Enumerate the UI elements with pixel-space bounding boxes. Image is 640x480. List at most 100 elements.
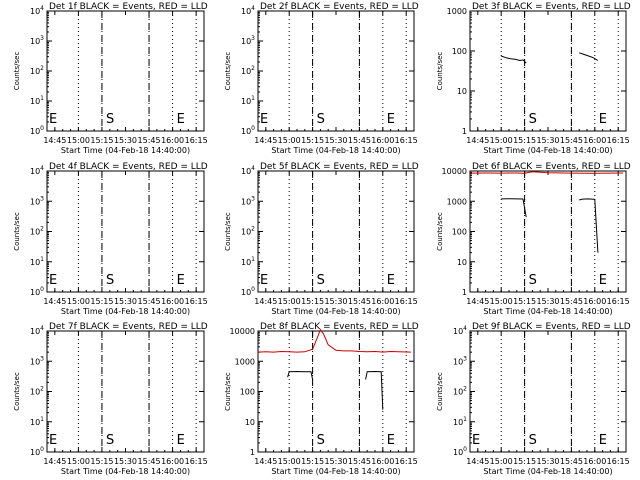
- start-marker: S: [106, 112, 114, 127]
- start-marker: S: [317, 273, 325, 288]
- y-tick-exponent: 0: [40, 125, 44, 132]
- det-panel-5: 14:45 15:00 15:15 15:30 15:45 16:00 16:1510010…: [224, 162, 419, 316]
- start-marker: S: [106, 273, 114, 288]
- panel-title: Det 3f BLACK = Events, RED = LLD: [472, 2, 631, 12]
- x-tick-label: 16:00: [161, 457, 184, 466]
- y-tick-exponent: 4: [40, 5, 44, 12]
- y-tick-exponent: 1: [251, 95, 255, 102]
- det-panel-6: 14:45 15:00 15:15 15:30 15:45 16:00 16:15 1 10 10…: [436, 162, 631, 316]
- y-tick-label: 104: [241, 165, 255, 176]
- y-tick-label: 104: [30, 325, 44, 336]
- x-axis-label: Start Time (04-Feb-18 14:40:00): [271, 146, 400, 155]
- x-tick-label: 15:30: [114, 457, 137, 466]
- y-tick-exponent: 3: [463, 355, 467, 362]
- y-tick-label: 101: [30, 416, 44, 427]
- x-tick-label: 14:45: [254, 297, 277, 306]
- y-axis-label: Counts/sec: [224, 52, 232, 91]
- panel-title: Det 1f BLACK = Events, RED = LLD: [49, 2, 208, 12]
- y-tick-exponent: 0: [463, 446, 467, 453]
- det-panel-8: 14:45 15:00 15:15 15:30 15:45 16:00 16:15 1 10 10…: [224, 322, 419, 476]
- event-rate-line: [287, 370, 314, 380]
- y-tick-label: 1: [250, 448, 255, 457]
- y-tick-label: 100: [241, 286, 255, 297]
- y-tick-label: 1000: [447, 7, 467, 16]
- x-tick-label: 16:15: [185, 136, 208, 145]
- y-tick-label: 104: [453, 325, 467, 336]
- end-marker: E: [177, 112, 185, 127]
- y-tick-exponent: 1: [40, 95, 44, 102]
- start-marker: S: [529, 273, 537, 288]
- x-tick-label: 16:15: [395, 297, 418, 306]
- y-axis-label: Counts/sec: [436, 212, 444, 251]
- y-tick-label: 103: [241, 195, 255, 206]
- x-tick-label: 14:45: [466, 457, 489, 466]
- x-tick-label: 15:45: [348, 136, 371, 145]
- y-tick-exponent: 2: [463, 386, 467, 393]
- x-tick-label: 15:30: [114, 136, 137, 145]
- y-tick-label: 100: [30, 125, 44, 136]
- y-tick-label: 1000: [235, 357, 255, 366]
- x-tick-label: 16:00: [371, 457, 394, 466]
- x-tick-label: 15:30: [324, 457, 347, 466]
- y-tick-label: 103: [453, 355, 467, 366]
- x-axis-label: Start Time (04-Feb-18 14:40:00): [483, 146, 612, 155]
- y-tick-label: 103: [30, 35, 44, 46]
- x-axis-label: Start Time (04-Feb-18 14:40:00): [483, 307, 612, 316]
- x-tick-label: 16:00: [583, 457, 606, 466]
- panel-title: Det 9f BLACK = Events, RED = LLD: [472, 322, 631, 332]
- x-tick-label: 15:15: [513, 136, 536, 145]
- panel-title: Det 6f BLACK = Events, RED = LLD: [472, 162, 631, 172]
- det-panel-2: 14:45 15:00 15:15 15:30 15:45 16:00 16:1510010…: [224, 2, 419, 155]
- det-panel-3: 14:45 15:00 15:15 15:30 15:45 16:00 16:15 1 10 10…: [436, 2, 631, 155]
- y-tick-exponent: 3: [251, 195, 255, 202]
- x-tick-label: 15:15: [513, 297, 536, 306]
- x-tick-label: 16:15: [185, 297, 208, 306]
- x-tick-label: 16:00: [371, 136, 394, 145]
- x-tick-label: 15:00: [278, 457, 301, 466]
- x-tick-label: 15:30: [324, 297, 347, 306]
- y-tick-label: 100: [30, 446, 44, 457]
- x-tick-label: 16:15: [607, 297, 630, 306]
- edge-marker: E: [472, 433, 480, 448]
- x-tick-label: 15:45: [560, 297, 583, 306]
- y-tick-label: 103: [30, 355, 44, 366]
- y-tick-label: 1: [462, 127, 467, 136]
- end-marker: E: [599, 273, 607, 288]
- lld-rate-line: [469, 171, 623, 174]
- x-tick-label: 15:15: [301, 136, 324, 145]
- y-tick-label: 102: [30, 386, 44, 397]
- x-tick-label: 16:00: [371, 297, 394, 306]
- panel-title: Det 4f BLACK = Events, RED = LLD: [49, 162, 208, 172]
- x-axis-label: Start Time (04-Feb-18 14:40:00): [271, 467, 400, 476]
- y-tick-label: 100: [241, 125, 255, 136]
- y-axis-label: Counts/sec: [436, 372, 444, 411]
- x-tick-label: 15:00: [490, 136, 513, 145]
- y-tick-label: 101: [30, 95, 44, 106]
- panel-title: Det 8f BLACK = Events, RED = LLD: [260, 322, 419, 332]
- end-marker: E: [387, 433, 395, 448]
- x-tick-label: 15:30: [536, 136, 559, 145]
- x-axis-label: Start Time (04-Feb-18 14:40:00): [61, 146, 190, 155]
- y-tick-label: 100: [453, 446, 467, 457]
- x-axis-label: Start Time (04-Feb-18 14:40:00): [61, 307, 190, 316]
- end-marker: E: [387, 273, 395, 288]
- y-tick-label: 103: [30, 195, 44, 206]
- x-tick-label: 15:15: [90, 297, 113, 306]
- x-tick-label: 15:00: [67, 136, 90, 145]
- y-tick-exponent: 1: [40, 256, 44, 263]
- edge-marker: E: [260, 273, 268, 288]
- y-tick-label: 102: [453, 386, 467, 397]
- x-tick-label: 16:00: [161, 297, 184, 306]
- y-tick-label: 1: [462, 288, 467, 297]
- y-tick-label: 102: [30, 226, 44, 237]
- y-tick-label: 104: [241, 5, 255, 16]
- x-tick-label: 15:45: [560, 457, 583, 466]
- y-tick-exponent: 3: [251, 35, 255, 42]
- end-marker: E: [599, 433, 607, 448]
- x-tick-label: 14:45: [466, 297, 489, 306]
- y-tick-exponent: 3: [40, 35, 44, 42]
- x-tick-label: 15:45: [560, 136, 583, 145]
- y-tick-exponent: 1: [40, 416, 44, 423]
- x-tick-label: 15:15: [90, 457, 113, 466]
- event-rate-line: [501, 55, 527, 64]
